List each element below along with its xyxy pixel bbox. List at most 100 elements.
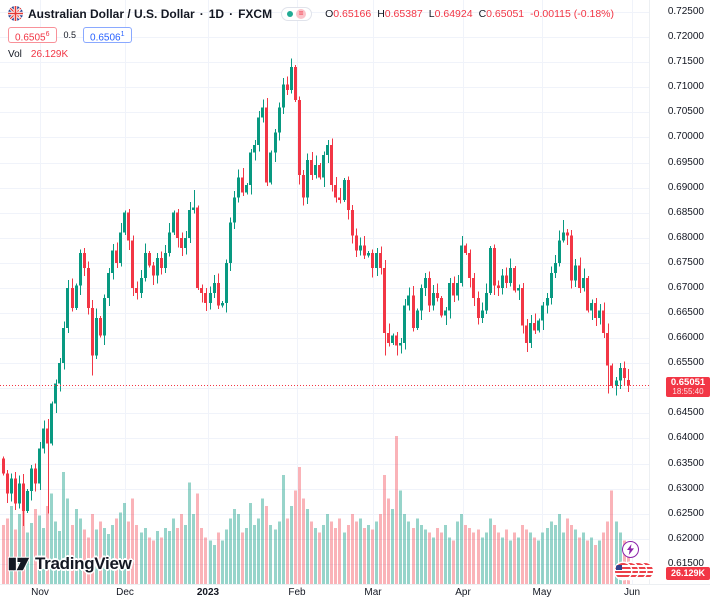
chart-legend: Australian Dollar / U.S. Dollar · 1D · F… (8, 5, 614, 60)
volume-bar (237, 513, 240, 584)
volume-bar (379, 513, 382, 584)
candle-body (75, 285, 78, 309)
volume-bar (123, 502, 126, 584)
price-tick-label: 0.65500 (667, 357, 704, 369)
candle-body (196, 207, 199, 288)
volume-bar (50, 493, 53, 584)
low-label: L (428, 7, 435, 20)
candle-body (602, 310, 605, 334)
candle-body (164, 252, 167, 268)
price-tick-label: 0.69000 (667, 181, 704, 193)
candle-body (529, 323, 532, 344)
price-axis[interactable]: 0.72500 0.72000 0.71500 0.71000 0.70500 0.700… (649, 0, 710, 584)
volume-bar (537, 540, 540, 584)
volume-bar (144, 527, 147, 584)
candle-body (229, 222, 232, 263)
volume-bar (598, 540, 601, 584)
boost-button[interactable] (622, 541, 639, 558)
candle-body (428, 277, 431, 306)
time-axis[interactable]: Nov Dec 2023 Feb Mar Apr May Jun (0, 584, 710, 600)
tradingview-logo[interactable]: TradingView (8, 554, 132, 574)
volume-bar (468, 527, 471, 584)
candle-body (343, 180, 346, 201)
open-label: O (325, 7, 334, 20)
candle-body (306, 160, 309, 198)
time-tick-label: Mar (364, 587, 382, 598)
volume-bar (505, 529, 508, 584)
symbol-status-pill[interactable]: = (281, 6, 313, 21)
volume-bar (416, 518, 419, 584)
candle-body (420, 287, 423, 311)
candle-body (610, 365, 613, 386)
candle-body (570, 235, 573, 281)
candle-body (623, 368, 626, 379)
flags-stack-icon[interactable] (615, 563, 657, 581)
price-tick-label: 0.70500 (667, 106, 704, 118)
volume-bar (375, 521, 378, 584)
volume-bar (562, 532, 565, 584)
volume-bar (62, 471, 65, 584)
tradingview-logo-text: TradingView (35, 554, 132, 573)
volume-bar (420, 524, 423, 584)
candle-body (326, 144, 329, 155)
candle-body (448, 282, 451, 311)
volume-bar (30, 523, 33, 584)
volume-bar (590, 537, 593, 584)
exchange-name[interactable]: FXCM (238, 6, 273, 21)
candle-body (188, 210, 191, 238)
volume-bar (257, 518, 260, 584)
volume-bar (517, 537, 520, 584)
volume-bar (521, 524, 524, 584)
volume-bar (172, 518, 175, 584)
candle-body (554, 262, 557, 273)
volume-bar (558, 513, 561, 584)
candle-body (436, 292, 439, 298)
time-tick-label: Jun (623, 587, 641, 598)
symbol-title[interactable]: Australian Dollar / U.S. Dollar (28, 6, 195, 21)
volume-bar (225, 529, 228, 584)
price-tick-label: 0.62500 (667, 507, 704, 519)
candle-body (566, 232, 569, 236)
volume-bar (66, 498, 69, 584)
price-tick-label: 0.71000 (667, 81, 704, 93)
volume-bar (472, 532, 475, 584)
volume-bar (322, 524, 325, 584)
candle-body (286, 84, 289, 90)
price-tick-label: 0.69500 (667, 156, 704, 168)
volume-bar (148, 537, 151, 584)
bid-button[interactable]: 0.65056 (8, 27, 57, 43)
candle-body (131, 240, 134, 288)
candle-body (278, 107, 281, 133)
volume-legend-label[interactable]: Vol (8, 49, 22, 60)
volume-bar (213, 545, 216, 584)
volume-bar (156, 531, 159, 584)
candle-body (367, 252, 370, 256)
high-value: 0.65387 (384, 7, 423, 20)
candle-body (533, 323, 536, 331)
candle-body (615, 380, 618, 386)
interval-value[interactable]: 1D (208, 6, 225, 21)
candle-body (62, 328, 65, 364)
candle-body (619, 368, 622, 381)
candle-body (14, 478, 17, 504)
candle-body (481, 310, 484, 319)
candle-body (95, 318, 98, 356)
volume-bar (391, 509, 394, 584)
candle-body (302, 175, 305, 198)
candle-body (468, 252, 471, 278)
candle-body (407, 295, 410, 306)
candle-body (525, 325, 528, 344)
candle-body (606, 333, 609, 366)
candle-body (148, 252, 151, 266)
price-tick-label: 0.70000 (667, 131, 704, 143)
price-tick-label: 0.67500 (667, 256, 704, 268)
volume-bar (460, 513, 463, 584)
candle-body (359, 245, 362, 251)
candle-body (298, 99, 301, 176)
time-tick-label: Feb (288, 587, 306, 598)
candle-body (200, 287, 203, 293)
candle-body (513, 267, 516, 291)
ask-button[interactable]: 0.65061 (83, 27, 132, 43)
